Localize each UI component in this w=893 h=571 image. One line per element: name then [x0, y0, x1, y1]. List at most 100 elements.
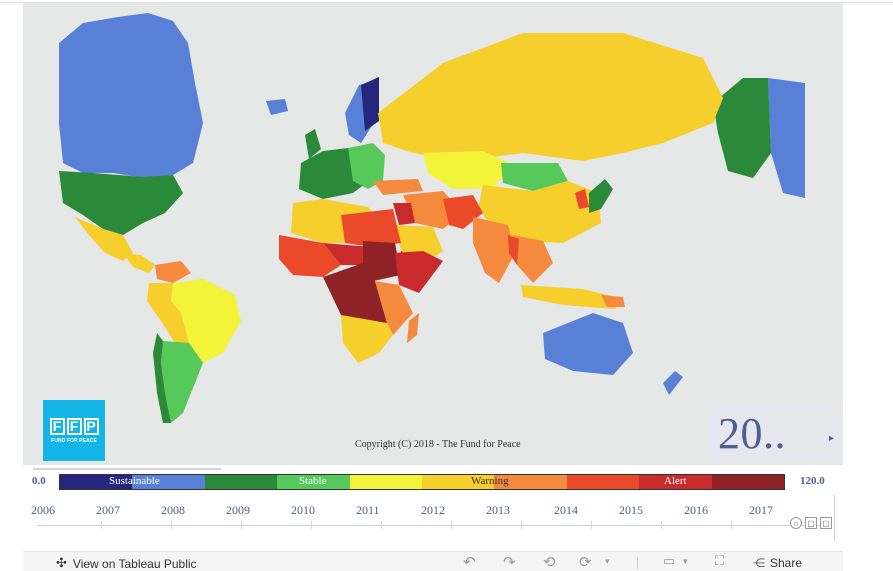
timeline-tick — [731, 521, 732, 529]
timeline-tick — [661, 521, 662, 529]
region-eastern-europe[interactable] — [348, 143, 385, 189]
region-mongolia[interactable] — [501, 163, 568, 191]
region-peru-bolivia[interactable] — [147, 283, 189, 343]
legend-segment — [711, 475, 785, 489]
region-sudan[interactable] — [363, 241, 401, 281]
timeline-year[interactable]: 2008 — [161, 503, 185, 517]
region-russia[interactable] — [378, 33, 723, 161]
top-divider — [0, 2, 893, 3]
region-venezuela[interactable] — [155, 261, 191, 283]
timeline-year-labels: 2006 2007 2008 2009 2010 2011 2012 2013 … — [31, 503, 834, 519]
region-horn-of-africa[interactable] — [395, 251, 443, 293]
timeline-year[interactable]: 2017 — [749, 503, 773, 517]
timeline-track[interactable] — [37, 525, 829, 526]
region-alaska-east[interactable] — [768, 78, 805, 198]
region-finland[interactable] — [361, 77, 379, 131]
region-new-zealand[interactable] — [663, 371, 683, 395]
tableau-logo-icon: ✣ — [56, 556, 67, 571]
region-west-africa[interactable] — [279, 235, 341, 277]
region-uk[interactable] — [305, 129, 321, 159]
region-myanmar[interactable] — [508, 235, 519, 265]
region-central-america[interactable] — [123, 253, 155, 273]
fullscreen-icon[interactable]: ⛶ — [715, 554, 725, 569]
region-kazakhstan[interactable] — [423, 151, 513, 189]
revert-icon[interactable]: ⟲ — [543, 553, 556, 571]
region-mexico[interactable] — [75, 217, 133, 261]
legend-segment — [132, 475, 205, 489]
comment-icon[interactable]: ▭ — [663, 554, 676, 569]
map-canvas[interactable] — [23, 3, 843, 465]
region-argentina[interactable] — [161, 341, 203, 423]
year-expand-icon[interactable]: ▸ — [828, 433, 834, 444]
region-indonesia[interactable] — [521, 285, 623, 309]
world-map[interactable]: F F P FUND FOR PEACE Copyright (C) 2018 … — [23, 3, 843, 465]
refresh-icon[interactable]: ⟳ — [579, 553, 592, 571]
timeline-year[interactable]: 2006 — [31, 503, 55, 517]
refresh-dropdown-icon[interactable]: ▾ — [605, 557, 610, 567]
tableau-toolbar: ✣ View on Tableau Public ↶ ↷ ⟲ ⟳ ▾ ▭ ▾ ⛶… — [23, 551, 843, 571]
undo-icon[interactable]: ↶ — [463, 553, 476, 571]
legend-segment — [422, 475, 495, 489]
region-syria[interactable] — [393, 203, 415, 225]
view-on-tableau-link[interactable]: ✣ View on Tableau Public — [56, 556, 197, 571]
logo-letter: P — [83, 417, 99, 435]
share-button[interactable]: ⋲ Share — [753, 556, 802, 570]
timeline-year[interactable]: 2011 — [356, 503, 380, 517]
region-india[interactable] — [473, 217, 515, 283]
year-value: 20.. — [718, 409, 786, 458]
legend-segment — [639, 475, 712, 489]
region-alaska[interactable] — [713, 78, 771, 178]
legend-segment — [494, 475, 567, 489]
region-madagascar[interactable] — [407, 313, 419, 343]
region-southeast-asia[interactable] — [513, 235, 553, 283]
region-korea[interactable] — [575, 189, 589, 209]
year-display[interactable]: 20.. ▸ — [710, 404, 834, 462]
legend-max-value: 120.0 — [800, 475, 825, 487]
legend-label-warning: Warning — [471, 475, 509, 487]
timeline-year[interactable]: 2014 — [554, 503, 578, 517]
comment-dropdown-icon[interactable]: ▾ — [683, 557, 688, 567]
timeline-tick — [521, 521, 522, 529]
timeline-play-icon[interactable]: ▢ — [805, 517, 817, 529]
legend-segment — [60, 475, 133, 489]
timeline-year[interactable]: 2010 — [291, 503, 315, 517]
timeline-tick — [101, 521, 102, 529]
redo-icon[interactable]: ↷ — [503, 553, 516, 571]
region-brazil[interactable] — [171, 279, 241, 363]
region-chile[interactable] — [153, 333, 171, 423]
legend-segment — [566, 475, 640, 489]
timeline-tick — [311, 521, 312, 529]
year-timeline[interactable]: 2006 2007 2008 2009 2010 2011 2012 2013 … — [31, 495, 835, 541]
region-japan[interactable] — [589, 179, 613, 213]
region-turkey[interactable] — [373, 179, 423, 195]
timeline-year[interactable]: 2013 — [486, 503, 510, 517]
timeline-year[interactable]: 2007 — [96, 503, 120, 517]
region-iceland[interactable] — [266, 99, 288, 115]
region-central-africa[interactable] — [323, 263, 387, 333]
region-libya-egypt[interactable] — [341, 209, 401, 247]
timeline-loop-icon[interactable]: ○ — [790, 517, 802, 529]
region-china[interactable] — [478, 181, 601, 243]
legend-min-value: 0.0 — [32, 475, 46, 487]
view-on-tableau-label: View on Tableau Public — [72, 556, 197, 571]
share-label: Share — [770, 556, 803, 570]
copyright-text: Copyright (C) 2018 - The Fund for Peace — [355, 439, 521, 450]
toolbar-divider — [637, 557, 638, 569]
logo-letter: F — [49, 417, 65, 435]
region-usa[interactable] — [59, 171, 183, 235]
region-east-africa[interactable] — [375, 281, 413, 335]
timeline-year[interactable]: 2016 — [684, 503, 708, 517]
timeline-step-icon[interactable]: ▢ — [820, 517, 832, 529]
region-southern-africa[interactable] — [341, 315, 393, 363]
region-australia[interactable] — [543, 313, 633, 375]
map-scroll-indicator[interactable] — [33, 468, 221, 470]
legend-label-sustainable: Sustainable — [109, 475, 160, 487]
fund-for-peace-logo[interactable]: F F P FUND FOR PEACE — [43, 400, 105, 461]
legend-label-alert: Alert — [664, 475, 687, 487]
timeline-year[interactable]: 2009 — [226, 503, 250, 517]
timeline-year[interactable]: 2015 — [619, 503, 643, 517]
region-sahel[interactable] — [323, 243, 375, 265]
timeline-year[interactable]: 2012 — [421, 503, 445, 517]
region-canada[interactable] — [59, 13, 203, 178]
region-papua-new-guinea[interactable] — [601, 295, 625, 307]
